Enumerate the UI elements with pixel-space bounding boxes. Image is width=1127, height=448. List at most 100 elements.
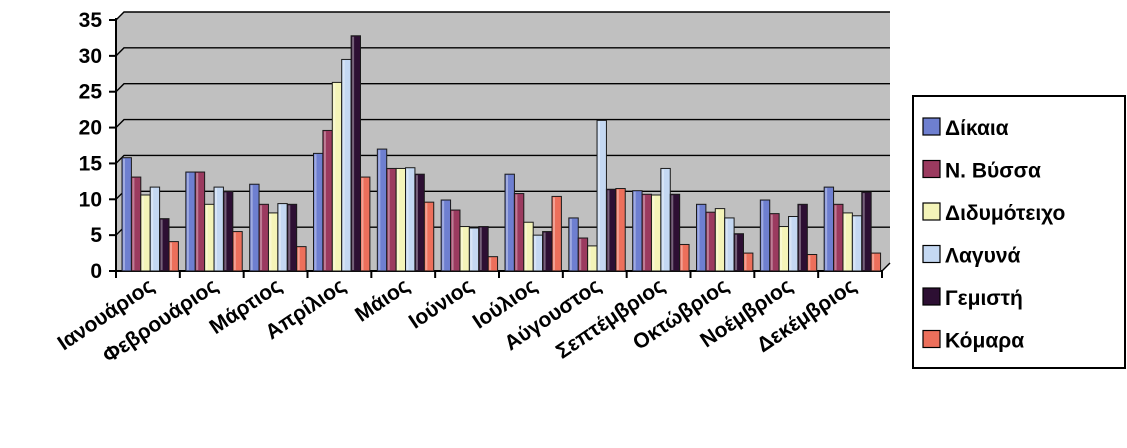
legend-label: Δίκαια [945, 117, 1009, 140]
bar-shine [479, 227, 482, 270]
legend-label: Γεμιστή [945, 287, 1023, 310]
bar [861, 191, 872, 272]
bar [168, 241, 179, 272]
bar-shine [725, 218, 728, 270]
bar-shine [215, 188, 218, 270]
legend-swatch [922, 117, 941, 136]
bar-shine [425, 203, 428, 270]
bar-shine [643, 195, 646, 270]
bar-shine [780, 227, 783, 270]
bar-shine [716, 209, 719, 270]
bar-shine [789, 217, 792, 270]
bar-shine [196, 173, 199, 270]
bar-shine [506, 175, 508, 270]
bar [743, 252, 754, 272]
bar-shine [770, 214, 773, 270]
bar [478, 226, 489, 272]
bar-shine [269, 213, 272, 270]
bar-shine [314, 154, 317, 270]
x-category-label: Ιούνιος [405, 274, 478, 333]
bar-shine [744, 254, 747, 270]
bar-shine [260, 205, 263, 270]
bar-shine [132, 178, 135, 270]
bar [615, 188, 626, 272]
bar [350, 35, 362, 272]
legend-swatch [922, 244, 941, 264]
bar [296, 246, 307, 272]
bar [487, 256, 499, 272]
bar-shine [853, 216, 856, 270]
bar-shine [397, 169, 400, 270]
bar-shine [489, 257, 492, 270]
legend-label: Κόμαρα [945, 330, 1024, 353]
bar-shine [342, 60, 345, 270]
bar-shine [205, 205, 208, 270]
bar [870, 252, 882, 272]
bar-shine [607, 190, 610, 270]
plot-background [116, 20, 882, 271]
bar-shine [288, 205, 291, 270]
bar-shine [534, 236, 537, 270]
bar-shine [515, 194, 518, 270]
bar-shine [843, 213, 846, 270]
bar-shine [278, 204, 281, 270]
gridline [115, 154, 890, 164]
bar-shine [387, 169, 390, 270]
bar-shine [798, 205, 801, 270]
bar-shine [323, 131, 326, 270]
bar [733, 233, 744, 272]
legend-swatch [922, 159, 941, 179]
y-tick-label: 30 [79, 45, 102, 68]
bar [360, 176, 371, 272]
gridline [115, 11, 890, 21]
bar [806, 254, 818, 272]
bar [797, 203, 808, 272]
bar-shine [378, 150, 381, 270]
bar-shine [186, 173, 189, 270]
bar-shine [141, 195, 144, 270]
bar [551, 195, 562, 272]
bar-shine [224, 192, 227, 270]
x-category-label: Σεπτέμβριος [552, 274, 669, 363]
y-tick-label: 25 [79, 81, 103, 104]
bar-shine [297, 247, 300, 270]
bar-shine [543, 232, 546, 270]
bar-shine [460, 227, 463, 270]
bar-shine [588, 246, 591, 270]
bar-shine [616, 189, 619, 270]
y-tick-label: 20 [79, 117, 102, 140]
bar-shine [633, 191, 636, 270]
gridline [115, 118, 890, 129]
bar-shine [652, 195, 655, 270]
gridline [115, 47, 890, 57]
bar-shine [735, 234, 738, 270]
bar-shine [872, 254, 875, 270]
bar-shine [406, 168, 409, 270]
bar-shine [569, 218, 572, 270]
y-tick-label: 5 [90, 224, 102, 247]
bar [669, 193, 681, 272]
bar-shine [361, 178, 364, 270]
bar-shine [834, 205, 837, 270]
bar-shine [250, 185, 253, 270]
bar-shine [598, 121, 601, 271]
legend-swatch [922, 287, 941, 306]
legend-swatch [922, 202, 941, 221]
bar-shine [170, 242, 172, 270]
bar [423, 201, 435, 272]
y-tick-label: 15 [79, 152, 103, 175]
y-tick-label: 0 [90, 260, 102, 283]
bar-shine [352, 36, 355, 270]
bar-shine [825, 188, 828, 270]
legend-box [912, 95, 1126, 369]
bar [679, 243, 690, 272]
bar-shine [553, 197, 555, 270]
bar-shine [671, 195, 674, 270]
bar-shine [442, 201, 445, 270]
bar-shine [862, 193, 865, 270]
legend-label: Ν. Βύσσα [945, 160, 1041, 183]
bar-shine [333, 83, 336, 271]
bar-shine [151, 188, 154, 270]
bar-shine [661, 169, 664, 270]
